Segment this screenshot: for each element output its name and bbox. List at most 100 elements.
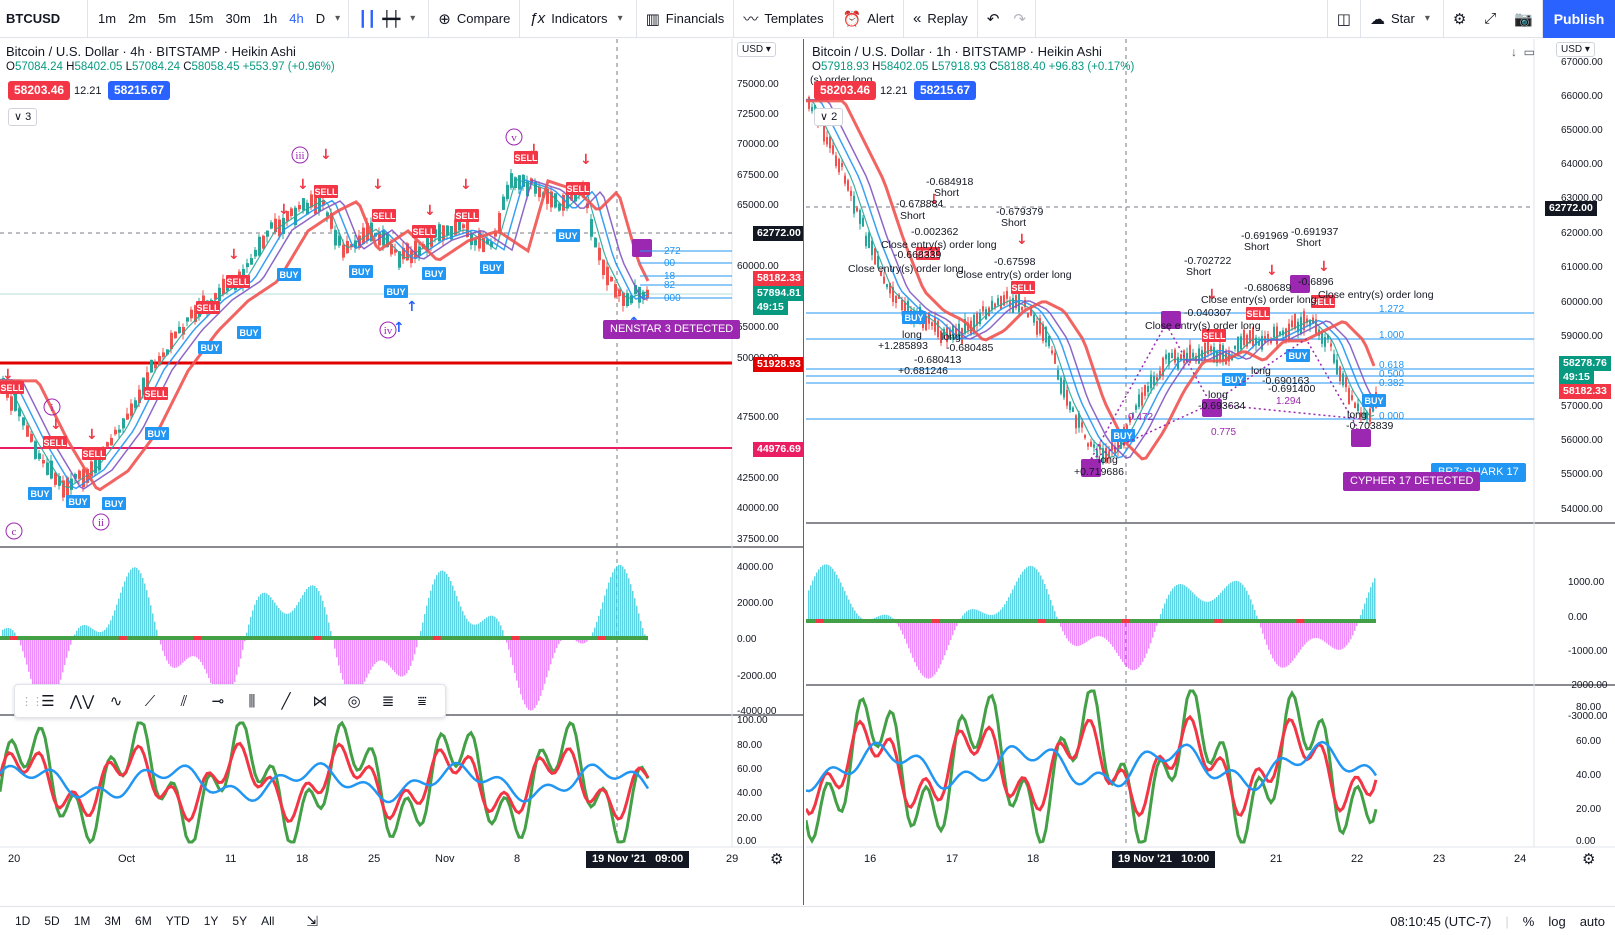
fib-spiral-icon[interactable]: ◎ [347, 693, 361, 710]
horizontal-lines-icon[interactable]: ☰ [41, 693, 55, 710]
range-1d[interactable]: 1D [15, 914, 31, 928]
oscillator-bar [302, 595, 304, 638]
parallel-channel-icon[interactable]: ⫽ [180, 692, 188, 710]
interval-30m[interactable]: 30m [225, 10, 251, 26]
range-5d[interactable]: 5D [44, 914, 60, 928]
buy-price-button[interactable]: 58215.67 [108, 81, 171, 100]
horizontal-ray-icon[interactable]: ⊸ [211, 693, 225, 710]
left-chart-pane[interactable]: BUY BUY BUY BUY BUY BUY BUY BUY BUY BUY BUY BUY SELL… [0, 39, 804, 905]
indicator-toggle[interactable]: ∨ 3 [8, 108, 38, 126]
fib-retracement-icon[interactable]: ≣ [381, 693, 395, 710]
fib-extension-icon[interactable]: ⩸ [417, 692, 427, 710]
buy-price-button[interactable]: 58215.67 [914, 81, 977, 100]
xabcd-pattern-icon[interactable]: ⋈ [312, 693, 328, 710]
chevron-down-icon[interactable]: ▾ [335, 13, 341, 24]
settings-button[interactable]: ⚙ [1444, 0, 1475, 38]
oscillator-bar [180, 638, 182, 665]
sell-signal-marker [372, 209, 396, 222]
interval-2m[interactable]: 2m [128, 10, 147, 26]
templates-button[interactable]: 〰 Templates [734, 0, 834, 38]
range-1y[interactable]: 1Y [203, 914, 219, 928]
oscillator-bar [1006, 600, 1008, 621]
ohlc-close: 58188.40 [997, 61, 1046, 73]
sell-signal-label: SELL [0, 383, 24, 393]
gear-icon[interactable]: ⚙ [770, 851, 784, 868]
range-3m[interactable]: 3M [104, 914, 122, 928]
percent-toggle[interactable]: % [1522, 914, 1535, 929]
sell-price-button[interactable]: 58203.46 [8, 81, 71, 100]
chart-style-button[interactable]: ┃┃ ┿┿ ▾ [349, 0, 430, 38]
right-chart-pane[interactable]: BUY BUY BUY BUY BUY SELL SELL SELL SELL SELL ↓ ↓ ↓ ↓ ↓… [806, 39, 1615, 905]
strategy-annotation: -0.691400 [1268, 383, 1315, 395]
oscillator-bar [1118, 621, 1120, 657]
candle-body [1063, 380, 1065, 398]
strategy-annotation: long [1098, 454, 1118, 466]
oscillator-bar [12, 630, 14, 638]
range-ytd[interactable]: YTD [165, 914, 190, 928]
clock-label[interactable]: 08:10:45 (UTC-7) [1390, 914, 1492, 929]
currency-button[interactable]: USD ▾ [737, 42, 776, 57]
replay-button[interactable]: « Replay [904, 0, 978, 38]
currency-button[interactable]: USD ▾ [1556, 42, 1595, 57]
oscillator-bar [76, 630, 78, 638]
auto-toggle[interactable]: auto [1579, 914, 1605, 929]
candle-body [871, 240, 873, 256]
candle-body [594, 237, 597, 248]
indicators-button[interactable]: ƒx Indicators ▾ [520, 0, 637, 38]
candle-body [1207, 341, 1209, 355]
redo-icon[interactable]: ↷ [1013, 10, 1026, 28]
line-icon[interactable]: ╱ [281, 693, 291, 710]
interval-1h[interactable]: 1h [262, 10, 278, 26]
left-chart-canvas[interactable]: BUY BUY BUY BUY BUY BUY BUY BUY BUY BUY BUY BUY SELL… [0, 39, 804, 905]
oscillator-bar [1226, 586, 1228, 621]
log-toggle[interactable]: log [1548, 914, 1566, 929]
financials-button[interactable]: ▥ Financials [637, 0, 735, 38]
interval-d[interactable]: D [315, 10, 326, 26]
layout-button[interactable]: ◫ [1326, 0, 1361, 38]
candle-body [462, 224, 465, 229]
date-range-icon[interactable]: ⇲ [306, 912, 319, 929]
sell-price-button[interactable]: 58203.46 [814, 81, 877, 100]
range-all[interactable]: All [261, 914, 275, 928]
range-5y[interactable]: 5Y [232, 914, 248, 928]
interval-1m[interactable]: 1m [98, 10, 117, 26]
interval-4h[interactable]: 4h [289, 10, 304, 26]
compare-button[interactable]: ⊕ Compare [429, 0, 521, 38]
time-axis-label: 25 [368, 853, 381, 865]
strategy-annotation: long [941, 331, 961, 343]
undo-icon[interactable]: ↶ [986, 10, 1000, 28]
oscillator-bar [1026, 567, 1028, 621]
symbol-search[interactable]: BTCUSD [0, 0, 88, 38]
fullscreen-button[interactable]: ⤢ [1475, 0, 1505, 38]
pane-maximize-icon[interactable]: ↓ ▭ [1511, 45, 1536, 59]
trend-line-icon[interactable]: ⟋ [144, 692, 156, 710]
alert-button[interactable]: ⏰ Alert [834, 0, 904, 38]
gear-icon[interactable]: ⚙ [1582, 851, 1596, 868]
oscillator-bar [1012, 589, 1014, 621]
indicator-toggle[interactable]: ∨ 2 [814, 108, 844, 126]
oscillator-signal-dot [597, 636, 606, 640]
publish-button[interactable]: Publish [1543, 0, 1615, 38]
right-chart-canvas[interactable]: BUY BUY BUY BUY BUY SELL SELL SELL SELL SELL ↓ ↓ ↓ ↓ ↓… [806, 39, 1615, 905]
oscillator-bar [374, 638, 376, 665]
oscillator-bar [400, 638, 402, 677]
candle-body [1171, 353, 1173, 359]
range-6m[interactable]: 6M [135, 914, 152, 928]
oscillator-bar [1050, 599, 1052, 621]
interval-15m[interactable]: 15m [188, 10, 214, 26]
snapshot-button[interactable]: 📷 [1505, 0, 1543, 38]
range-1m[interactable]: 1M [73, 914, 91, 928]
drag-handle-icon[interactable]: ⋮⋮ [21, 695, 43, 708]
candle-body [1105, 447, 1107, 462]
star-button[interactable]: ☁ Star ▾ [1361, 0, 1444, 38]
elliott-wave-icon[interactable]: ∿ [109, 693, 123, 710]
long-position-icon[interactable]: ⫼ [248, 692, 256, 710]
oscillator-bar [1212, 600, 1214, 621]
candle-body [940, 330, 942, 343]
oscillator-bar [978, 610, 980, 621]
oscillator-bar [608, 582, 610, 638]
oscillator-bar [1326, 621, 1328, 644]
abcd-pattern-icon[interactable]: ⋀⋁ [69, 693, 95, 710]
interval-5m[interactable]: 5m [158, 10, 177, 26]
sell-signal-marker [82, 447, 106, 460]
